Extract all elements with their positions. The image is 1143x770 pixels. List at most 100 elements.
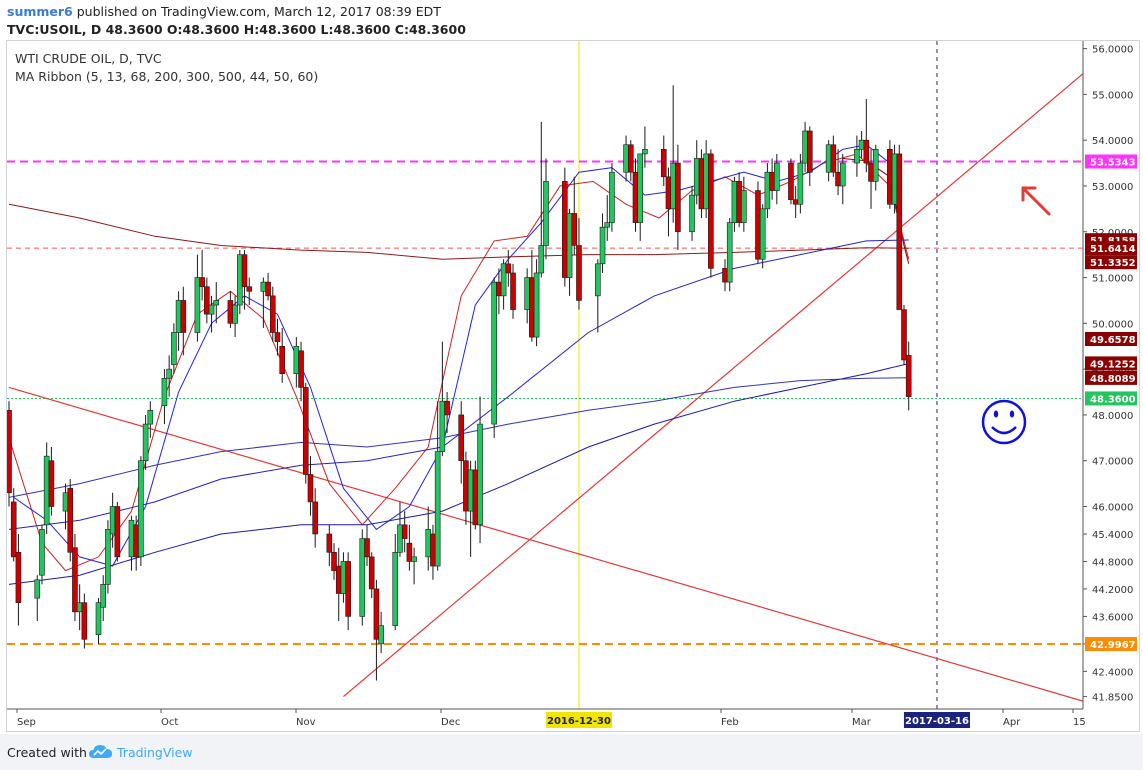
candle-body bbox=[627, 144, 634, 173]
candle-body bbox=[7, 410, 12, 494]
tradingview-cloud-icon[interactable] bbox=[88, 743, 114, 761]
candle-body bbox=[868, 162, 874, 182]
author-link[interactable]: summer6 bbox=[7, 4, 73, 19]
candle-body bbox=[670, 162, 676, 210]
candle-body bbox=[425, 529, 432, 558]
candle-body bbox=[571, 213, 578, 246]
candle-body bbox=[505, 263, 512, 274]
time-tick-label: Feb bbox=[721, 717, 739, 728]
candle-body bbox=[689, 194, 695, 233]
candle-body bbox=[698, 158, 705, 210]
candle-body bbox=[109, 506, 116, 535]
candle-body bbox=[411, 556, 417, 562]
candle-body bbox=[406, 542, 413, 562]
candle-body bbox=[359, 538, 366, 617]
candle-body bbox=[858, 139, 865, 150]
candle-body bbox=[576, 245, 582, 301]
time-tick-label: Sep bbox=[17, 717, 36, 728]
candle-body bbox=[693, 158, 700, 196]
arrow-stroke bbox=[1021, 186, 1051, 216]
candle-body bbox=[510, 272, 516, 310]
price-tick-label: 44.2000 bbox=[1092, 585, 1133, 596]
price-tick-label: 55.0000 bbox=[1092, 90, 1133, 101]
price-label-text: 51.3352 bbox=[1090, 258, 1136, 269]
candle-body bbox=[562, 181, 568, 278]
price-label-text: 53.5343 bbox=[1090, 157, 1136, 168]
indicator-label: MA Ribbon (5, 13, 68, 200, 300, 500, 44,… bbox=[15, 69, 318, 84]
candle-body bbox=[430, 533, 436, 567]
candle-body bbox=[774, 162, 780, 191]
candle-body bbox=[660, 149, 667, 178]
price-label-box bbox=[1085, 356, 1137, 371]
candle-body bbox=[368, 556, 375, 590]
candle-body bbox=[491, 281, 497, 425]
candle-body bbox=[194, 277, 201, 333]
candle-body bbox=[171, 332, 177, 365]
candle-body bbox=[891, 153, 898, 205]
arrow-annotation-icon bbox=[1021, 186, 1051, 216]
candle-body bbox=[637, 153, 644, 223]
candle-body bbox=[199, 277, 205, 288]
candle-body bbox=[595, 263, 601, 297]
candle-body bbox=[10, 501, 17, 558]
candle-body bbox=[293, 345, 300, 375]
candle-body bbox=[609, 171, 615, 223]
candle-body bbox=[439, 400, 446, 452]
time-tick-label: Nov bbox=[296, 717, 316, 728]
candle-body bbox=[39, 529, 45, 576]
candle-body bbox=[142, 423, 149, 462]
price-chart[interactable]: WTI CRUDE OIL, D, TVC MA Ribbon (5, 13, 6… bbox=[7, 41, 1139, 731]
footer-bar: Created with TradingView bbox=[0, 734, 1143, 770]
tradingview-brand-link[interactable]: TradingView bbox=[117, 745, 193, 760]
candle-body bbox=[265, 281, 271, 297]
candle-body bbox=[43, 455, 50, 526]
candle-body bbox=[175, 300, 182, 333]
candle-body bbox=[854, 149, 860, 164]
candle-body bbox=[463, 460, 469, 512]
candle-body bbox=[792, 199, 799, 205]
candle-body bbox=[797, 162, 804, 205]
candle-body bbox=[496, 281, 502, 297]
price-tick-label: 45.4000 bbox=[1092, 530, 1133, 541]
price-label-text: 42.9967 bbox=[1090, 640, 1136, 651]
chart-frame[interactable]: WTI CRUDE OIL, D, TVC MA Ribbon (5, 13, 6… bbox=[6, 40, 1140, 732]
candle-body bbox=[769, 171, 775, 191]
candle-body bbox=[500, 263, 507, 297]
candle-body bbox=[274, 332, 281, 342]
candle-body bbox=[166, 368, 172, 379]
created-with-label: Created with bbox=[7, 745, 87, 760]
time-tick-label: Mar bbox=[852, 717, 872, 728]
candle-body bbox=[830, 144, 837, 173]
price-tick-label: 56.0000 bbox=[1092, 45, 1133, 56]
smiley-eye-right bbox=[1009, 410, 1015, 418]
price-tick-label: 49.0000 bbox=[1092, 365, 1133, 376]
published-text: published on TradingView.com, March 12, … bbox=[72, 4, 441, 19]
candle-body bbox=[331, 552, 337, 571]
candle-body bbox=[373, 588, 380, 640]
price-label-box bbox=[1085, 637, 1137, 652]
candle-body bbox=[208, 304, 215, 315]
price-tick-label: 41.8500 bbox=[1092, 693, 1133, 704]
date-marker-label: 2017-03-16 bbox=[905, 716, 969, 727]
candle-body bbox=[529, 277, 535, 338]
candle-body bbox=[378, 625, 384, 645]
candle-body bbox=[788, 162, 794, 200]
candle-body bbox=[307, 474, 314, 503]
time-tick-label: Oct bbox=[161, 717, 178, 728]
candle-body bbox=[604, 222, 611, 228]
candle-body bbox=[623, 144, 629, 173]
candle-body bbox=[269, 295, 276, 333]
price-label-box bbox=[1085, 255, 1137, 270]
candle-body bbox=[566, 213, 573, 278]
candle-body bbox=[298, 350, 304, 388]
smiley-face-icon bbox=[981, 399, 1027, 445]
candle-body bbox=[905, 355, 912, 397]
candle-body bbox=[100, 584, 107, 608]
price-tick-label: 50.0000 bbox=[1092, 319, 1133, 330]
candle-body bbox=[105, 529, 111, 585]
candle-body bbox=[312, 501, 318, 535]
price-tick-label: 43.6000 bbox=[1092, 612, 1133, 623]
candle-body bbox=[279, 345, 286, 375]
price-label-text: 48.3600 bbox=[1090, 394, 1136, 405]
publication-header: summer6 published on TradingView.com, Ma… bbox=[0, 0, 1143, 40]
